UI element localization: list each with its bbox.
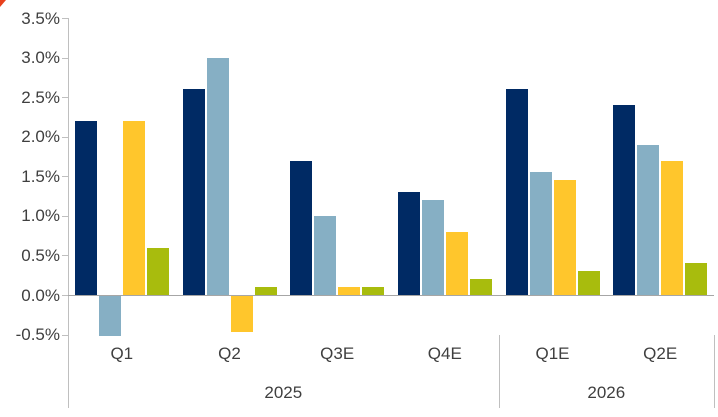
y-tick-label: 1.5% (21, 166, 60, 186)
category-group-divider (714, 335, 715, 408)
y-tick-mark (62, 18, 68, 20)
bar-gold-q3e (338, 287, 361, 295)
y-tick-mark (62, 97, 68, 99)
y-tick-mark (62, 136, 68, 138)
bar-navy-q4e (398, 192, 420, 295)
y-tick-label: 1.0% (21, 206, 60, 226)
bar-gold-q1 (123, 121, 145, 295)
bar-light-blue-q1 (99, 296, 121, 336)
y-tick-label: 0.0% (21, 285, 60, 305)
y-tick-label: 3.5% (21, 8, 60, 28)
x-category-label-q1: Q1 (110, 344, 134, 363)
bar-navy-q2 (182, 89, 205, 295)
y-tick-mark (62, 176, 68, 178)
y-tick-mark (62, 334, 68, 336)
bar-green-q1e (577, 271, 600, 295)
red-corner-artifact (0, 0, 6, 7)
y-tick-label: 2.0% (21, 127, 60, 147)
zero-gridline (68, 295, 714, 296)
y-tick-label: 2.5% (21, 87, 60, 107)
bar-navy-q1e (505, 89, 528, 295)
bar-gold-q1e (553, 180, 576, 295)
bar-navy-q3e (290, 160, 313, 295)
y-tick-mark (62, 57, 68, 59)
x-year-label-2026: 2026 (587, 383, 626, 402)
y-tick-mark (62, 295, 68, 296)
bar-navy-q2e (613, 105, 636, 295)
x-category-label-q3e: Q3E (320, 344, 355, 363)
bar-gold-q2e (661, 160, 684, 295)
x-category-label-q1e: Q1E (535, 344, 570, 363)
bar-light-blue-q4e (422, 200, 444, 295)
y-tick-mark (62, 255, 68, 257)
bar-light-blue-q2 (206, 57, 229, 295)
bar-green-q2 (254, 287, 277, 295)
bar-green-q4e (470, 279, 492, 295)
y-tick-label: 3.0% (21, 48, 60, 68)
y-axis-line (68, 18, 69, 408)
y-tick-label: -0.5% (15, 325, 60, 345)
bar-green-q2e (685, 263, 708, 295)
x-category-label-q2e: Q2E (643, 344, 678, 363)
x-category-label-q4e: Q4E (427, 344, 462, 363)
x-category-label-q2: Q2 (218, 344, 241, 363)
y-tick-label: 0.5% (21, 245, 60, 265)
bar-green-q3e (362, 287, 385, 295)
bar-gold-q4e (446, 231, 468, 295)
category-group-divider (498, 335, 500, 408)
bar-light-blue-q2e (637, 144, 660, 295)
bar-light-blue-q3e (314, 215, 337, 295)
y-tick-mark (62, 215, 68, 217)
bar-gold-q2 (230, 296, 253, 332)
x-year-label-2025: 2025 (264, 383, 303, 402)
bar-green-q1 (147, 247, 169, 295)
bar-navy-q1 (75, 121, 97, 295)
bar-light-blue-q1e (529, 172, 552, 295)
